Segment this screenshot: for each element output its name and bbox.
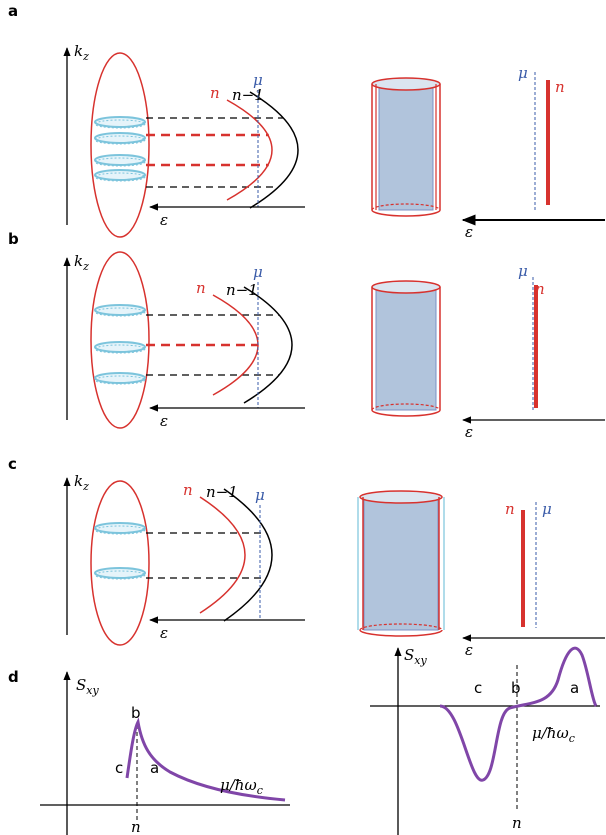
landau-disc [95,342,145,352]
band-n [200,497,245,613]
x-axis-label-sub: c [569,732,575,745]
n-1-label: n−1 [226,281,258,299]
right-epsilon-label: ε [465,223,473,241]
kz-label-base: k [74,252,83,270]
kz-label-sub: z [82,480,89,493]
cylinder-top [372,281,440,293]
x-axis-label-sub: c [257,784,263,797]
b-label: b [131,704,141,722]
sxy-label-base: S [76,676,86,694]
n-1-label: n−1 [206,483,238,501]
epsilon-label: ε [160,412,168,430]
cylinder-bottom [360,630,442,636]
c-label: c [115,759,123,777]
landau-disc [95,155,145,165]
sxy-label: Sxy [404,646,427,667]
sxy-label-base: S [404,646,414,664]
a-label: a [150,759,159,777]
right-n-label: n [505,500,515,518]
n-label: n [196,279,206,297]
sxy-label: Sxy [76,676,99,697]
sxy-label-sub: xy [86,684,99,697]
right-mu-label: μ [518,64,528,82]
b-label: b [511,679,521,697]
cylinder-bottom [372,210,440,216]
sxy-label-sub: xy [414,654,427,667]
panel-label: a [8,2,18,20]
right-epsilon-label: ε [465,641,473,659]
sxy-curve [440,648,596,780]
kz-label-base: k [74,472,83,490]
cylinder-top [360,491,442,503]
band-n [227,100,272,200]
band-n-1 [224,489,272,621]
right-n-label: n [555,78,565,96]
mu-label: μ [255,486,265,504]
c-label: c [474,679,482,697]
cylinder-fill [376,287,436,410]
epsilon-label: ε [160,624,168,642]
right-mu-label: μ [542,500,552,518]
kz-label: kz [74,472,89,493]
n-label: n [210,84,220,102]
n-label: n [183,481,193,499]
landau-disc [95,305,145,315]
right-mu-label: μ [518,262,528,280]
fermi-surface [91,53,149,237]
kz-label-base: k [74,42,83,60]
right-n-label: n [535,280,545,298]
landau-disc [95,170,145,180]
epsilon-label: ε [160,211,168,229]
landau-disc [95,523,145,533]
panel-label: d [8,668,19,686]
cylinder-top [372,78,440,90]
panel-label: c [8,455,17,473]
cylinder-bottom [372,410,440,416]
band-n-1 [250,92,298,208]
cylinder-fill [379,84,433,210]
x-axis-label: μ/ħωc [532,724,575,745]
cylinder-fill [364,497,438,630]
fermi-surface [91,252,149,428]
a-label: a [570,679,579,697]
kz-label-sub: z [82,260,89,273]
kz-label: kz [74,42,89,63]
kz-label-sub: z [82,50,89,63]
x-axis-label: μ/ħωc [220,776,263,797]
n-label: n [131,818,141,835]
mu-label: μ [253,263,263,281]
x-axis-label-base: μ/ħω [532,724,569,742]
mu-label: μ [253,71,263,89]
landau-disc [95,373,145,383]
figure: akznn−1μεεμnbkznn−1μεεμnckznn−1μεεμndSxy… [0,0,606,835]
fermi-surface [91,481,149,645]
n-label: n [512,814,522,832]
right-epsilon-label: ε [465,423,473,441]
landau-disc [95,133,145,143]
x-axis-label-base: μ/ħω [220,776,257,794]
landau-disc [95,568,145,578]
panel-label: b [8,230,19,248]
landau-disc [95,117,145,127]
kz-label: kz [74,252,89,273]
